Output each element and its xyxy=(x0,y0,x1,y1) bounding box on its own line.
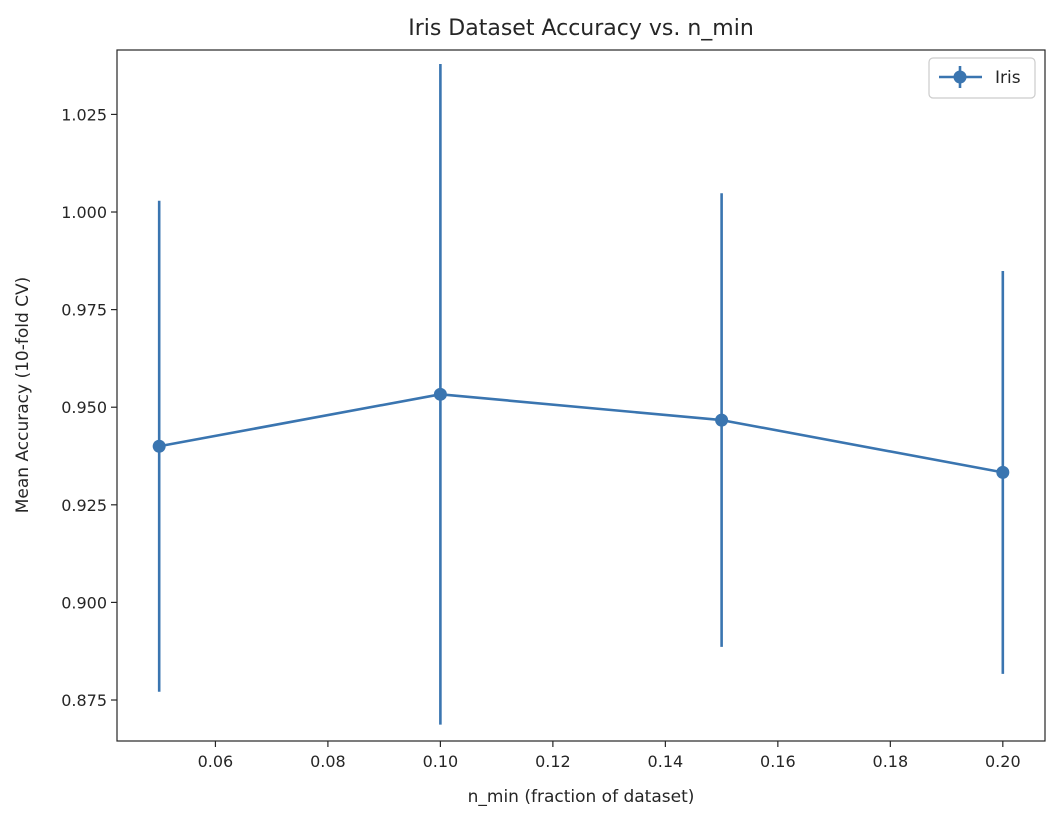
x-tick-label: 0.14 xyxy=(648,752,684,771)
y-tick-label: 0.975 xyxy=(61,301,107,320)
y-axis-label: Mean Accuracy (10-fold CV) xyxy=(13,277,33,514)
x-axis-ticks: 0.06 0.08 0.10 0.12 0.14 0.16 0.18 0.20 xyxy=(198,741,1021,771)
series-layer xyxy=(152,64,1010,725)
x-tick-label: 0.12 xyxy=(535,752,571,771)
y-tick-label: 1.000 xyxy=(61,203,107,222)
legend-marker-swatch xyxy=(953,70,967,84)
x-tick-label: 0.06 xyxy=(198,752,234,771)
legend-label: Iris xyxy=(995,68,1021,88)
y-tick-label: 0.925 xyxy=(61,496,107,515)
series-line-iris xyxy=(158,393,1004,474)
data-point xyxy=(152,439,166,453)
x-tick-label: 0.20 xyxy=(985,752,1021,771)
data-point xyxy=(996,465,1010,479)
x-tick-label: 0.08 xyxy=(310,752,346,771)
chart-title: Iris Dataset Accuracy vs. n_min xyxy=(408,16,754,41)
data-point xyxy=(715,413,729,427)
y-tick-label: 0.875 xyxy=(61,691,107,710)
y-axis-ticks: 0.875 0.900 0.925 0.950 0.975 1.000 1.025 xyxy=(61,105,117,710)
x-tick-label: 0.10 xyxy=(423,752,459,771)
legend: Iris xyxy=(928,57,1036,99)
y-tick-label: 0.950 xyxy=(61,398,107,417)
plot-frame xyxy=(116,49,1046,742)
y-tick-label: 1.025 xyxy=(61,105,107,124)
data-point xyxy=(433,387,447,401)
x-axis-label: n_min (fraction of dataset) xyxy=(468,787,695,807)
plot-background xyxy=(117,50,1045,741)
y-tick-label: 0.900 xyxy=(61,593,107,612)
x-tick-label: 0.16 xyxy=(760,752,796,771)
x-tick-label: 0.18 xyxy=(873,752,909,771)
